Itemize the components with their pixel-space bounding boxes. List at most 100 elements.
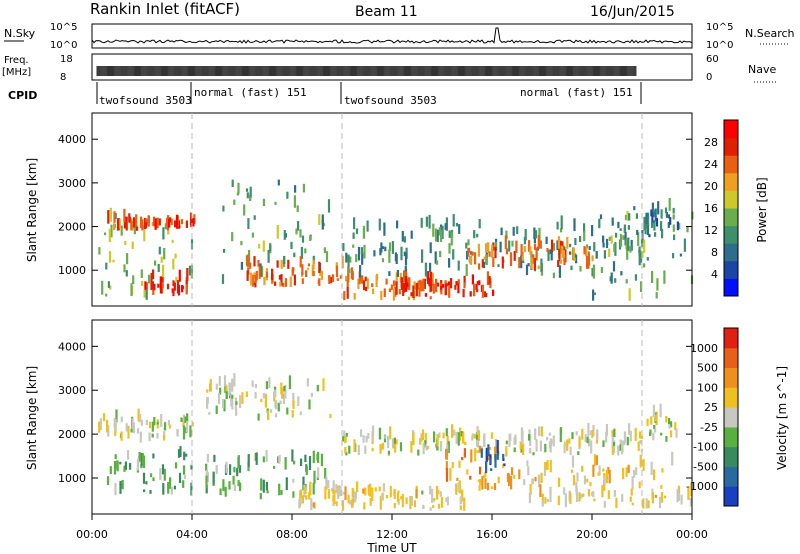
heatmap-cell xyxy=(436,260,439,265)
heatmap-cell xyxy=(534,428,537,440)
heatmap-cell xyxy=(638,481,641,489)
heatmap-cell xyxy=(653,220,656,231)
heatmap-cell xyxy=(432,505,435,509)
heatmap-cell xyxy=(571,455,575,468)
heatmap-cell xyxy=(440,285,443,290)
heatmap-cell xyxy=(470,251,473,255)
heatmap-cell xyxy=(379,495,382,510)
heatmap-cell xyxy=(563,487,566,495)
heatmap-cell xyxy=(186,268,189,281)
heatmap-cell xyxy=(670,430,673,438)
heatmap-cell xyxy=(158,246,161,255)
heatmap-cell xyxy=(491,486,494,490)
heatmap-cell xyxy=(222,205,225,212)
y-tick-label: 2000 xyxy=(58,221,86,234)
heatmap-cell xyxy=(215,383,218,390)
heatmap-cell xyxy=(437,503,440,509)
colorbar-tick-label: 16 xyxy=(704,202,718,215)
heatmap-cell xyxy=(249,186,252,198)
heatmap-cell xyxy=(277,179,280,186)
heatmap-cell xyxy=(183,451,186,461)
heatmap-cell xyxy=(395,281,398,295)
heatmap-cell xyxy=(212,471,215,485)
heatmap-cell xyxy=(661,468,664,473)
heatmap-cell xyxy=(510,476,513,490)
heatmap-cell xyxy=(612,261,616,272)
heatmap-cell xyxy=(520,243,523,256)
heatmap-cell xyxy=(588,246,591,250)
heatmap-cell xyxy=(232,475,235,485)
heatmap-cell xyxy=(578,492,581,502)
heatmap-cell xyxy=(231,394,234,399)
colorbar-swatch xyxy=(724,426,738,448)
heatmap-cell xyxy=(262,240,265,252)
heatmap-cell xyxy=(527,263,530,267)
heatmap-cell xyxy=(654,208,657,222)
heatmap-cell xyxy=(494,446,497,461)
heatmap-cell xyxy=(528,492,531,504)
heatmap-cell xyxy=(245,391,248,398)
heatmap-cell xyxy=(179,446,182,457)
heatmap-cell xyxy=(240,261,243,270)
heatmap-cell xyxy=(557,260,560,267)
heatmap-cell xyxy=(552,435,555,447)
heatmap-cell xyxy=(305,270,308,277)
heatmap-cell xyxy=(639,454,642,468)
heatmap-cell xyxy=(457,482,460,493)
heatmap-cell xyxy=(584,434,587,443)
heatmap-cell xyxy=(608,469,611,484)
heatmap-cell xyxy=(172,280,175,287)
heatmap-cell xyxy=(475,283,478,290)
heatmap-cell xyxy=(569,492,572,504)
heatmap-cell xyxy=(316,453,319,461)
heatmap-cell xyxy=(312,270,315,277)
heatmap-cell xyxy=(106,419,109,433)
heatmap-cell xyxy=(558,265,561,278)
heatmap-cell xyxy=(275,400,278,410)
heatmap-cell xyxy=(520,255,523,269)
heatmap-cell xyxy=(458,460,461,468)
heatmap-cell xyxy=(123,264,126,273)
heatmap-cell xyxy=(539,240,542,249)
heatmap-cell xyxy=(475,432,479,440)
heatmap-cell xyxy=(403,236,406,243)
heatmap-cell xyxy=(408,277,411,285)
heatmap-cell xyxy=(440,496,443,508)
heatmap-cell xyxy=(115,409,118,423)
heatmap-cell xyxy=(109,466,112,475)
heatmap-cell xyxy=(436,434,439,447)
heatmap-cell xyxy=(570,469,574,473)
heatmap-cell xyxy=(107,281,110,288)
heatmap-cell xyxy=(656,278,659,291)
heatmap-cell xyxy=(591,255,594,262)
heatmap-cell xyxy=(151,433,154,438)
heatmap-cell xyxy=(362,225,365,239)
heatmap-cell xyxy=(345,451,348,456)
heatmap-cell xyxy=(302,476,305,491)
heatmap-cell xyxy=(352,244,355,248)
heatmap-cell xyxy=(563,441,567,446)
heatmap-cell xyxy=(501,256,504,269)
heatmap-cell xyxy=(366,278,369,289)
heatmap-cell xyxy=(284,384,287,399)
heatmap-cell xyxy=(428,277,431,287)
heatmap-cell xyxy=(508,434,511,447)
heatmap-cell xyxy=(249,262,252,269)
heatmap-cell xyxy=(378,427,381,440)
heatmap-cell xyxy=(436,282,440,287)
cpid-label: CPID xyxy=(8,89,37,102)
heatmap-cell xyxy=(336,278,339,281)
colorbar-tick-label: 25 xyxy=(704,401,718,414)
heatmap-cell xyxy=(367,432,370,439)
heatmap-cell xyxy=(444,285,447,296)
heatmap-cell xyxy=(285,477,288,490)
heatmap-cell xyxy=(136,458,139,471)
heatmap-cell xyxy=(162,227,165,240)
colorbar-swatch xyxy=(724,120,738,139)
heatmap-cell xyxy=(651,202,654,213)
heatmap-cell xyxy=(546,436,549,441)
heatmap-cell xyxy=(653,469,656,481)
heatmap-cell xyxy=(674,422,677,431)
heatmap-cell xyxy=(628,288,631,301)
freq-label-bottom: [MHz] xyxy=(2,67,31,78)
